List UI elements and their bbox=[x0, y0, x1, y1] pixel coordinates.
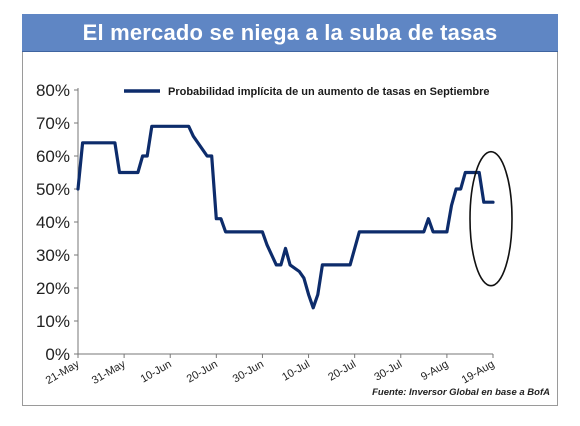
highlight-ellipse bbox=[469, 150, 513, 287]
x-tick-label: 9-Aug bbox=[419, 358, 450, 383]
x-tick-label: 20-Jun bbox=[185, 358, 220, 385]
y-tick-label: 20% bbox=[36, 279, 70, 298]
chart-frame bbox=[22, 14, 558, 406]
y-tick-label: 80% bbox=[36, 81, 70, 100]
series-layer bbox=[76, 124, 495, 310]
y-tick-label: 40% bbox=[36, 213, 70, 232]
y-tick-label: 0% bbox=[45, 345, 70, 364]
x-tick-label: 31-May bbox=[90, 358, 128, 387]
y-tick-label: 70% bbox=[36, 114, 70, 133]
x-tick-label: 19-Aug bbox=[460, 358, 497, 386]
source-note: Fuente: Inversor Global en base a BofA bbox=[372, 387, 550, 398]
y-tick-label: 60% bbox=[36, 147, 70, 166]
chart-title-banner: El mercado se niega a la suba de tasas bbox=[22, 14, 558, 52]
x-tick-label: 10-Jul bbox=[280, 358, 312, 383]
annotation-layer bbox=[469, 150, 513, 287]
y-axis: 0% 10% 20% 30% 40% 50% 60% 70% 80% bbox=[36, 81, 79, 364]
legend: Probabilidad implícita de un aumento de … bbox=[124, 86, 490, 98]
chart-title: El mercado se niega a la suba de tasas bbox=[82, 19, 498, 45]
x-tick-label: 20-Jul bbox=[326, 358, 358, 383]
series-line bbox=[76, 124, 495, 310]
x-tick-label: 10-Jun bbox=[139, 358, 174, 385]
y-tick-label: 10% bbox=[36, 312, 70, 331]
legend-label: Probabilidad implícita de un aumento de … bbox=[168, 86, 490, 98]
x-tick-label: 30-Jun bbox=[231, 358, 266, 385]
x-axis: 21-May 31-May 10-Jun 20-Jun 30-Jun 10-Jul 20-J… bbox=[44, 353, 497, 387]
y-tick-label: 30% bbox=[36, 246, 70, 265]
y-tick-label: 50% bbox=[36, 180, 70, 199]
x-tick-label: 30-Jul bbox=[372, 358, 404, 383]
